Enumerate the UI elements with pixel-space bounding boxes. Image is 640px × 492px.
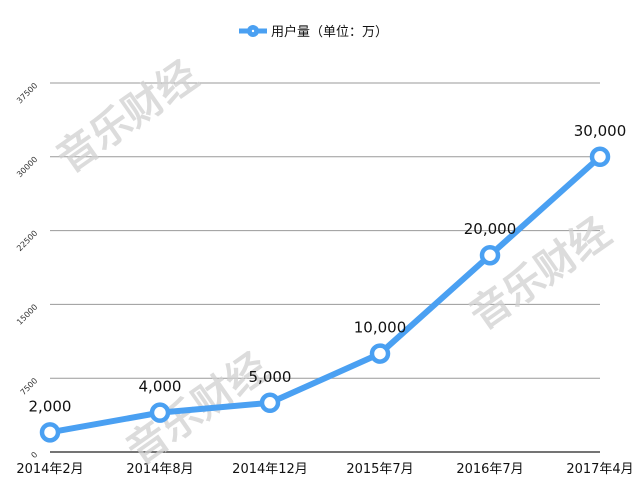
data-point xyxy=(259,392,281,414)
x-tick-label: 2015年7月 xyxy=(346,462,413,477)
y-tick-label: 7500 xyxy=(19,376,40,397)
x-tick-label: 2014年8月 xyxy=(126,462,193,477)
y-tick-label: 0 xyxy=(29,450,39,460)
data-point xyxy=(149,402,171,423)
y-tick-label: 37500 xyxy=(15,81,39,105)
data-label: 30,000 xyxy=(574,122,627,140)
x-tick-label: 2014年2月 xyxy=(16,462,83,477)
data-point xyxy=(39,422,61,443)
data-label: 2,000 xyxy=(29,397,72,415)
y-tick-label: 15000 xyxy=(15,302,39,326)
legend-marker-center xyxy=(251,29,255,33)
data-point xyxy=(369,343,391,364)
data-label: 4,000 xyxy=(139,378,182,396)
legend-label: 用户量（单位：万） xyxy=(271,24,388,40)
data-label: 20,000 xyxy=(464,220,517,238)
series-line xyxy=(47,153,603,436)
x-tick-label: 2017年4月 xyxy=(566,462,633,477)
x-tick-label: 2016年7月 xyxy=(456,462,523,477)
y-tick-label: 22500 xyxy=(15,229,39,253)
x-tick-label: 2014年12月 xyxy=(232,462,308,477)
data-point xyxy=(479,244,501,266)
data-point xyxy=(589,146,611,168)
y-tick-label: 30000 xyxy=(15,155,39,179)
data-label: 10,000 xyxy=(354,319,407,337)
watermark: 音乐财经 xyxy=(49,53,206,182)
data-label: 5,000 xyxy=(249,368,292,386)
